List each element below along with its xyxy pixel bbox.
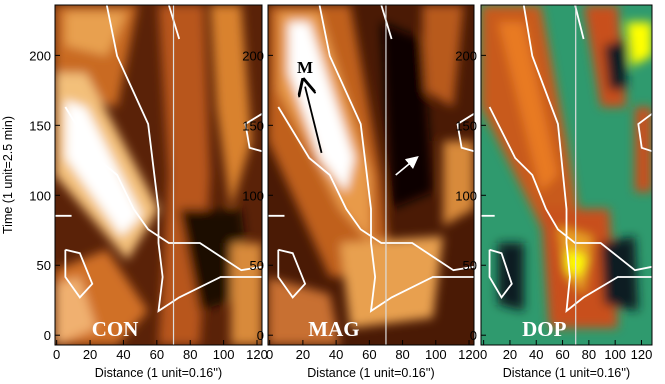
heatmap-region: [604, 39, 627, 90]
x-tick-label: 0: [53, 347, 60, 362]
heatmap-region: [288, 22, 355, 192]
y-axis-title: Time (1 unit=2.5 min): [1, 116, 15, 234]
heatmap-region: [443, 141, 474, 226]
x-tick-label: 20: [296, 347, 310, 362]
x-axis-title: Distance (1 unit=0.16''): [503, 366, 630, 380]
y-tick-label: 200: [455, 48, 477, 63]
contour: [64, 248, 94, 299]
heatmap-region: [498, 22, 558, 192]
heatmap-region: [600, 236, 639, 311]
x-tick-label: 120: [458, 347, 480, 362]
heatmap-region: [210, 5, 252, 209]
heatmap-image: [481, 5, 652, 328]
panel-label: MAG: [308, 317, 359, 341]
contour: [637, 113, 652, 153]
contour: [522, 5, 652, 314]
panel: [268, 5, 474, 345]
x-tick-label: 80: [395, 347, 409, 362]
heatmap-image: [268, 5, 474, 345]
y-tick-label: 100: [455, 188, 477, 203]
x-tick-label: 120: [246, 347, 268, 362]
y-tick-label: 150: [242, 118, 264, 133]
y-tick-label: 0: [44, 328, 51, 343]
contour: [277, 248, 307, 299]
annotation-arrow: [305, 87, 323, 154]
x-tick-label: 80: [183, 347, 197, 362]
heatmap-region: [55, 277, 97, 345]
x-tick-label: 20: [503, 347, 517, 362]
plot-frame: [267, 4, 475, 346]
y-tick-label: 100: [29, 188, 51, 203]
y-tick-label: 200: [242, 48, 264, 63]
y-tick-label: 0: [470, 328, 477, 343]
x-tick-label: 80: [582, 347, 596, 362]
y-tick-label: 200: [29, 48, 51, 63]
contour: [318, 5, 474, 313]
heatmap-image: [55, 5, 262, 345]
x-axis-title: Distance (1 unit=0.16''): [307, 366, 434, 380]
panel-label: DOP: [522, 317, 567, 341]
y-tick-label: 150: [29, 118, 51, 133]
x-tick-label: 60: [555, 347, 569, 362]
x-tick-label: 100: [604, 347, 626, 362]
heatmap-region: [268, 277, 341, 345]
x-tick-label: 60: [150, 347, 164, 362]
heatmap-region: [626, 22, 652, 67]
panel: [55, 5, 262, 345]
panel: [481, 5, 652, 345]
x-tick-label: 40: [329, 347, 343, 362]
annotation: M: [297, 58, 313, 77]
y-tick-label: 50: [463, 258, 477, 273]
heatmap-region: [566, 249, 588, 277]
x-tick-label: 100: [213, 347, 235, 362]
heatmap-region: [422, 5, 464, 107]
x-tick-label: 20: [83, 347, 97, 362]
panel-label: CON: [92, 317, 139, 341]
x-tick-label: 0: [480, 347, 487, 362]
x-tick-label: 120: [631, 347, 653, 362]
contour: [574, 5, 585, 40]
heatmap-region: [65, 100, 142, 237]
x-tick-label: 40: [529, 347, 543, 362]
contour: [488, 248, 513, 300]
heatmap-region: [65, 11, 128, 57]
y-tick-label: 150: [455, 118, 477, 133]
y-tick-label: 50: [250, 258, 264, 273]
pointer-arrow: [395, 155, 419, 176]
y-tick-label: 100: [242, 188, 264, 203]
x-tick-label: 60: [362, 347, 376, 362]
heatmap-region: [340, 236, 444, 328]
contour: [244, 113, 262, 153]
x-axis-title: Distance (1 unit=0.16''): [95, 366, 222, 380]
heatmap-region: [381, 22, 433, 209]
contour: [105, 5, 262, 313]
plot-frame: [54, 4, 263, 346]
x-tick-label: 40: [116, 347, 130, 362]
x-tick-label: 0: [266, 347, 273, 362]
contour: [456, 113, 474, 153]
plot-frame: [480, 4, 653, 346]
x-tick-label: 100: [425, 347, 447, 362]
y-tick-label: 50: [37, 258, 51, 273]
y-tick-label: 0: [257, 328, 264, 343]
